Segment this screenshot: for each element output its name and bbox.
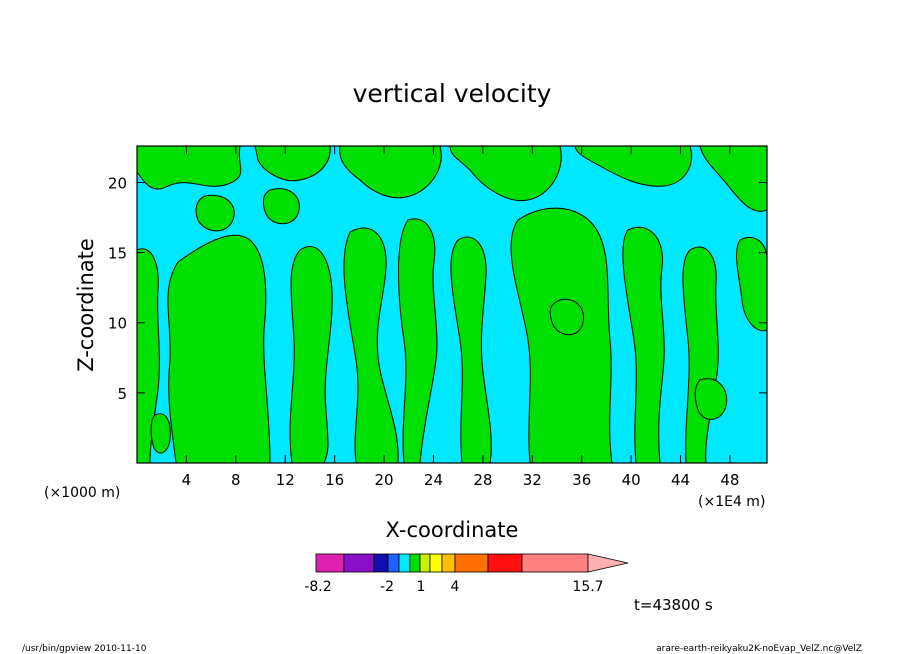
colorbar-segment-5 (409, 553, 421, 573)
colorbar-segment-9 (454, 553, 489, 573)
colorbar-segment-4 (398, 553, 411, 573)
positive-region-10 (398, 218, 438, 463)
colorbar-segment-10 (487, 553, 523, 573)
positive-region-0 (137, 146, 242, 190)
positive-region-2 (339, 146, 442, 199)
x-unit-right: (×1E4 m) (698, 494, 765, 510)
positive-region-15 (736, 237, 767, 332)
positive-region-19 (694, 378, 728, 420)
colorbar-segment-1 (343, 553, 375, 573)
y-tick-label: 5 (117, 385, 127, 403)
colorbar-segment-2 (373, 553, 389, 573)
positive-region-7 (137, 248, 160, 463)
x-unit-left: (×1000 m) (44, 485, 120, 501)
positive-region-13 (622, 226, 665, 463)
x-tick-label: 36 (572, 471, 591, 489)
x-tick-label: 20 (375, 471, 394, 489)
positive-region-12 (450, 236, 492, 463)
x-tick-label: 12 (276, 471, 295, 489)
colorbar-segment-11 (521, 553, 589, 573)
chart-title: vertical velocity (353, 79, 552, 108)
colorbar-segment-8 (441, 553, 456, 573)
plot-frame (136, 145, 768, 464)
x-tick-label: 40 (622, 471, 641, 489)
colorbar-segment-6 (419, 553, 431, 573)
x-tick-label: 28 (473, 471, 492, 489)
y-tick-label: 20 (108, 174, 127, 192)
y-tick-label: 15 (108, 245, 127, 263)
positive-region-11 (510, 207, 613, 463)
positive-region-3 (449, 146, 562, 202)
positive-region-18 (262, 188, 300, 225)
colorbar-tick-label: -2 (380, 579, 394, 595)
colorbar: -8.2 -2 1 4 15.7 (304, 553, 629, 595)
x-tick-label: 44 (671, 471, 690, 489)
colorbar-tick-label: -8.2 (304, 579, 331, 595)
footer-right: arare-earth-reikyaku2K-noEvap_VelZ.nc@Ve… (656, 644, 862, 654)
positive-region-20 (150, 413, 171, 454)
x-tick-label: 4 (182, 471, 192, 489)
y-axis: 5 10 15 20 (108, 174, 767, 403)
x-tick-label: 32 (523, 471, 542, 489)
positive-regions (137, 146, 767, 463)
x-axis: 4 8 12 16 20 24 28 32 36 40 44 48 (182, 146, 739, 489)
y-tick-label: 10 (108, 315, 127, 333)
colorbar-segment-3 (387, 553, 400, 573)
positive-region-4 (574, 146, 692, 187)
y-axis-label: Z-coordinate (74, 238, 98, 372)
positive-region-17 (549, 298, 584, 336)
positive-region-9 (343, 227, 399, 463)
x-tick-label: 24 (424, 471, 443, 489)
positive-region-6 (167, 234, 271, 463)
x-tick-label: 8 (231, 471, 241, 489)
time-label: t=43800 s (634, 596, 713, 614)
positive-region-5 (699, 146, 767, 212)
colorbar-segment-7 (429, 553, 443, 573)
footer-left: /usr/bin/gpview 2010-11-10 (22, 644, 147, 654)
positive-region-8 (289, 246, 333, 463)
plot-area (136, 145, 768, 464)
colorbar-tick-label: 4 (451, 579, 460, 595)
positive-region-1 (254, 146, 331, 182)
positive-region-16 (195, 194, 235, 232)
colorbar-tick-label: 15.7 (572, 579, 603, 595)
x-tick-label: 48 (720, 471, 739, 489)
colorbar-arrow (587, 553, 629, 573)
colorbar-tick-label: 1 (417, 579, 426, 595)
x-tick-label: 16 (325, 471, 344, 489)
colorbar-segment-0 (315, 553, 345, 573)
x-axis-label: X-coordinate (386, 518, 519, 542)
